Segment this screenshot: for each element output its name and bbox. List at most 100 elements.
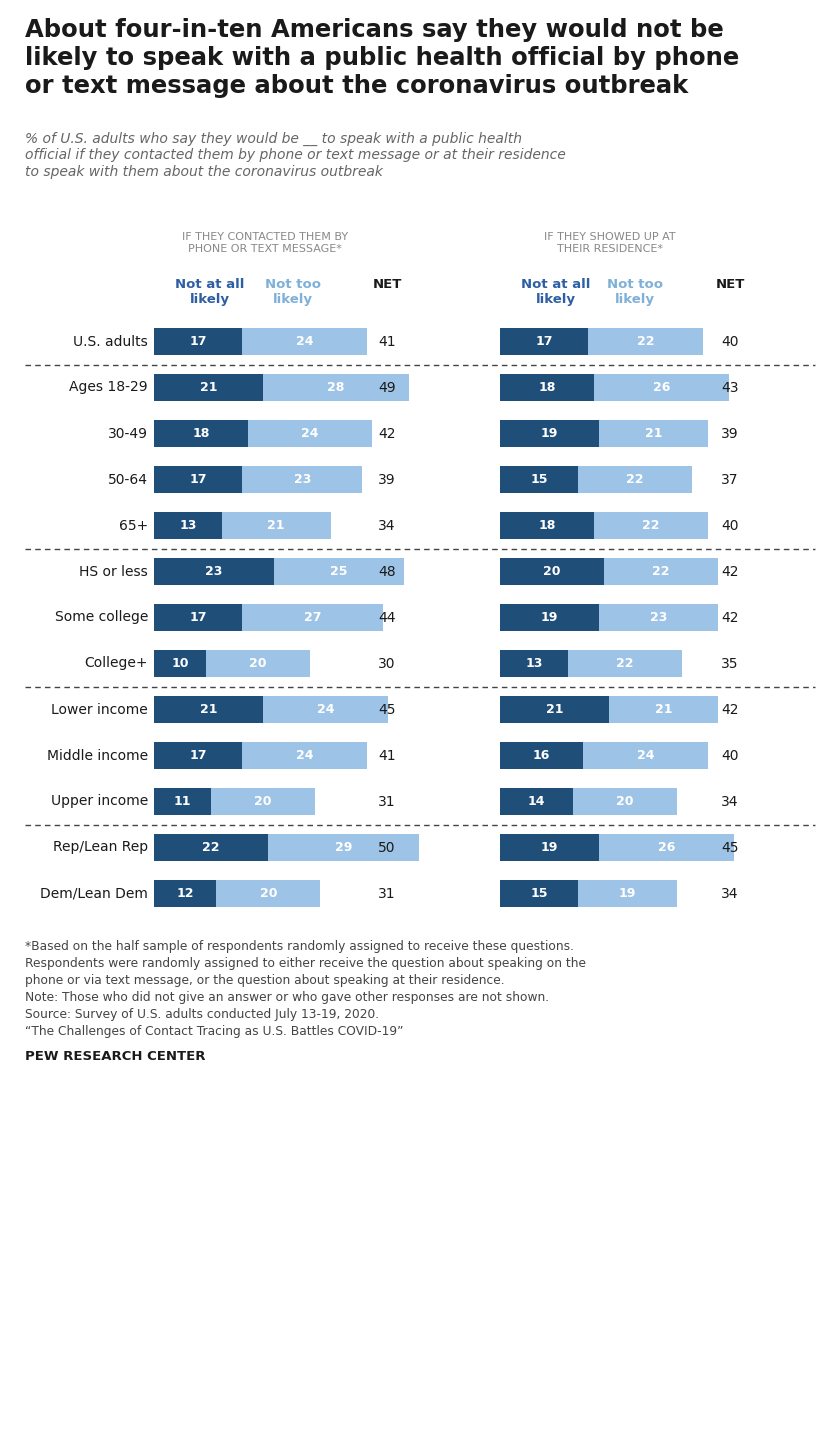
Text: 21: 21	[655, 703, 673, 716]
Bar	[500, 466, 578, 493]
Bar	[154, 375, 263, 401]
Text: 19: 19	[541, 612, 558, 625]
Bar	[599, 419, 708, 447]
Text: 30-49: 30-49	[108, 427, 148, 441]
Text: 17: 17	[190, 612, 207, 625]
Bar	[594, 512, 708, 539]
Bar	[154, 558, 274, 586]
Text: 28: 28	[328, 380, 344, 393]
Text: 22: 22	[637, 335, 654, 348]
Text: 39: 39	[378, 473, 396, 486]
Text: 37: 37	[722, 473, 738, 486]
Bar	[500, 375, 594, 401]
Text: 22: 22	[202, 842, 220, 855]
Bar	[154, 512, 222, 539]
Bar	[154, 604, 243, 630]
Text: 24: 24	[317, 703, 334, 716]
Text: 17: 17	[190, 335, 207, 348]
Text: 24: 24	[296, 749, 313, 762]
Text: 13: 13	[179, 519, 197, 532]
Text: 40: 40	[722, 749, 738, 762]
Text: 15: 15	[530, 886, 548, 899]
Text: Ages 18-29: Ages 18-29	[70, 380, 148, 395]
Bar	[274, 558, 403, 586]
Text: Dem/Lean Dem: Dem/Lean Dem	[40, 886, 148, 901]
Bar	[154, 466, 243, 493]
Text: 21: 21	[644, 427, 662, 440]
Bar	[154, 834, 269, 860]
Text: 31: 31	[378, 794, 396, 808]
Bar	[269, 834, 419, 860]
Text: 22: 22	[627, 473, 644, 486]
Bar	[583, 742, 708, 769]
Bar	[217, 881, 320, 907]
Text: 20: 20	[255, 795, 272, 808]
Bar	[243, 328, 367, 356]
Text: 27: 27	[304, 612, 322, 625]
Bar	[500, 834, 599, 860]
Bar	[500, 881, 578, 907]
Text: *Based on the half sample of respondents randomly assigned to receive these ques: *Based on the half sample of respondents…	[25, 940, 586, 1038]
Text: 20: 20	[543, 565, 561, 578]
Bar	[211, 788, 315, 816]
Text: 40: 40	[722, 334, 738, 348]
Bar	[500, 742, 583, 769]
Text: 65+: 65+	[118, 519, 148, 532]
Text: 43: 43	[722, 380, 738, 395]
Text: PEW RESEARCH CENTER: PEW RESEARCH CENTER	[25, 1050, 206, 1063]
Text: Not too
likely: Not too likely	[265, 278, 321, 307]
Bar	[154, 742, 243, 769]
Text: 19: 19	[541, 842, 558, 855]
Text: 20: 20	[260, 886, 277, 899]
Text: 26: 26	[658, 842, 675, 855]
Text: 21: 21	[200, 703, 218, 716]
Text: 18: 18	[192, 427, 209, 440]
Bar	[604, 558, 718, 586]
Bar	[243, 604, 383, 630]
Bar	[248, 419, 372, 447]
Text: 41: 41	[378, 334, 396, 348]
Text: 23: 23	[205, 565, 223, 578]
Text: 22: 22	[653, 565, 670, 578]
Text: 34: 34	[722, 794, 738, 808]
Bar	[500, 558, 604, 586]
Text: 10: 10	[171, 656, 189, 669]
Text: 42: 42	[722, 610, 738, 625]
Text: 17: 17	[190, 749, 207, 762]
Bar	[599, 834, 734, 860]
Text: 42: 42	[722, 703, 738, 717]
Text: 24: 24	[296, 335, 313, 348]
Text: 48: 48	[378, 564, 396, 578]
Bar	[154, 696, 263, 723]
Bar	[154, 881, 217, 907]
Text: 12: 12	[176, 886, 194, 899]
Bar	[500, 419, 599, 447]
Text: 20: 20	[249, 656, 267, 669]
Text: 42: 42	[378, 427, 396, 441]
Text: 21: 21	[200, 380, 218, 393]
Text: 18: 18	[538, 519, 555, 532]
Text: Not at all
likely: Not at all likely	[176, 278, 244, 307]
Bar	[154, 328, 243, 356]
Bar	[500, 696, 609, 723]
Text: 21: 21	[267, 519, 285, 532]
Text: Middle income: Middle income	[47, 749, 148, 762]
Text: 24: 24	[302, 427, 318, 440]
Bar	[573, 788, 677, 816]
Text: 34: 34	[378, 519, 396, 532]
Text: 17: 17	[535, 335, 553, 348]
Bar	[243, 466, 362, 493]
Text: 50-64: 50-64	[108, 473, 148, 486]
Text: 31: 31	[378, 886, 396, 901]
Bar	[609, 696, 718, 723]
Text: Upper income: Upper income	[50, 794, 148, 808]
Text: 42: 42	[722, 564, 738, 578]
Text: 17: 17	[190, 473, 207, 486]
Bar	[263, 375, 409, 401]
Bar	[154, 419, 248, 447]
Text: 21: 21	[546, 703, 564, 716]
Bar	[500, 512, 594, 539]
Bar	[588, 328, 703, 356]
Text: 40: 40	[722, 519, 738, 532]
Text: 19: 19	[619, 886, 636, 899]
